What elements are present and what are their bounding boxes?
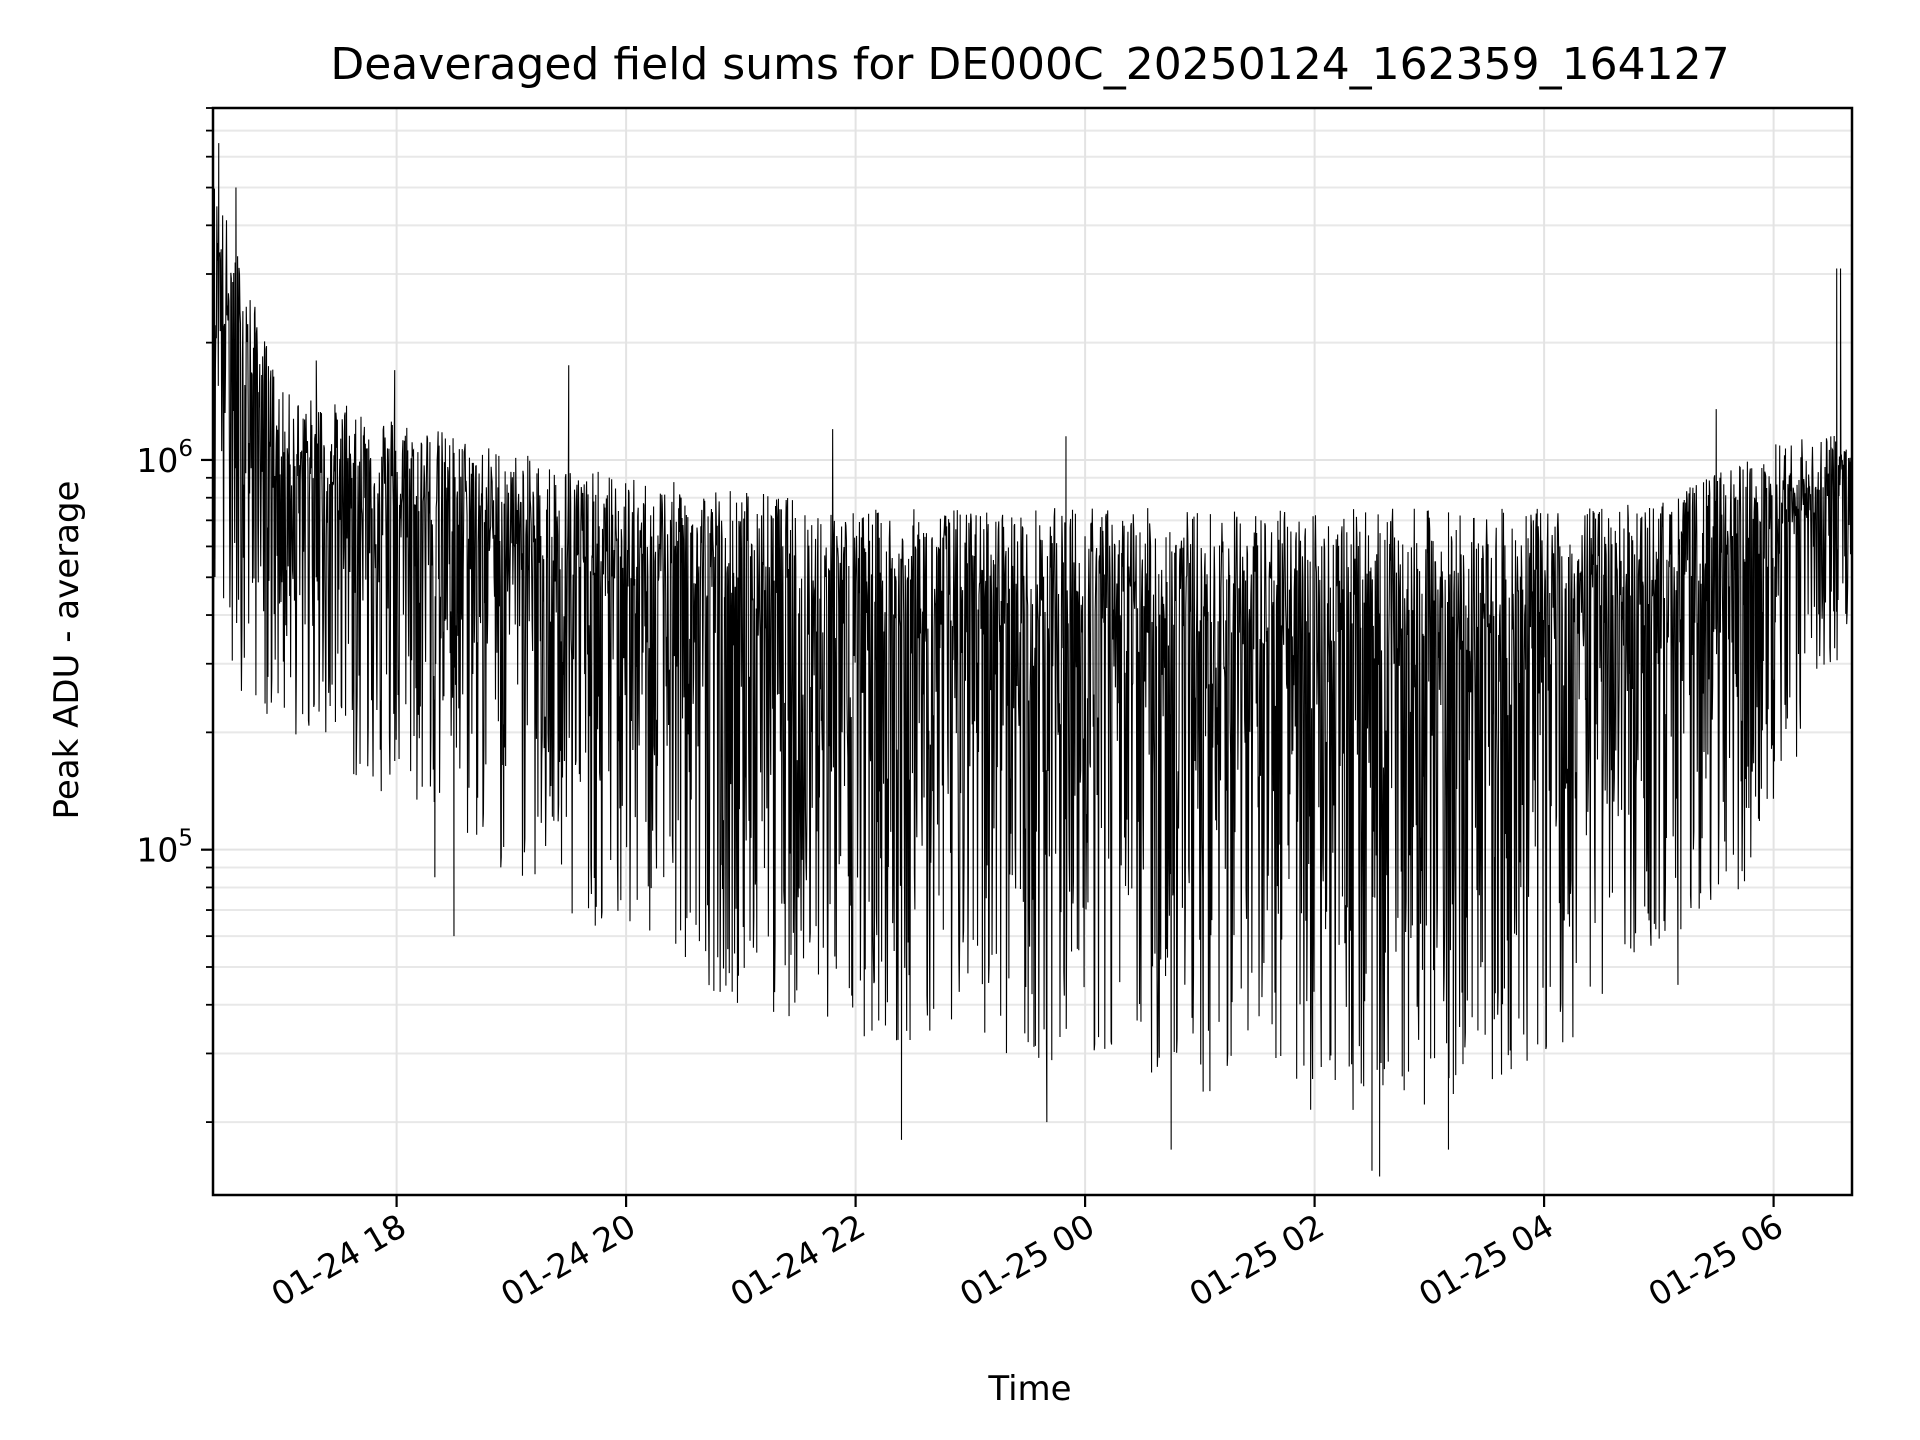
y-tick-label: 105 xyxy=(136,826,193,870)
y-axis-label: Peak ADU - average xyxy=(47,481,87,820)
data-series xyxy=(212,143,1853,1177)
chart-title: Deaveraged field sums for DE000C_2025012… xyxy=(330,39,1729,90)
series-line xyxy=(212,143,1853,1177)
x-axis-label: Time xyxy=(987,1369,1071,1409)
y-tick-label: 106 xyxy=(136,436,193,480)
plot-frame xyxy=(211,106,1854,1197)
